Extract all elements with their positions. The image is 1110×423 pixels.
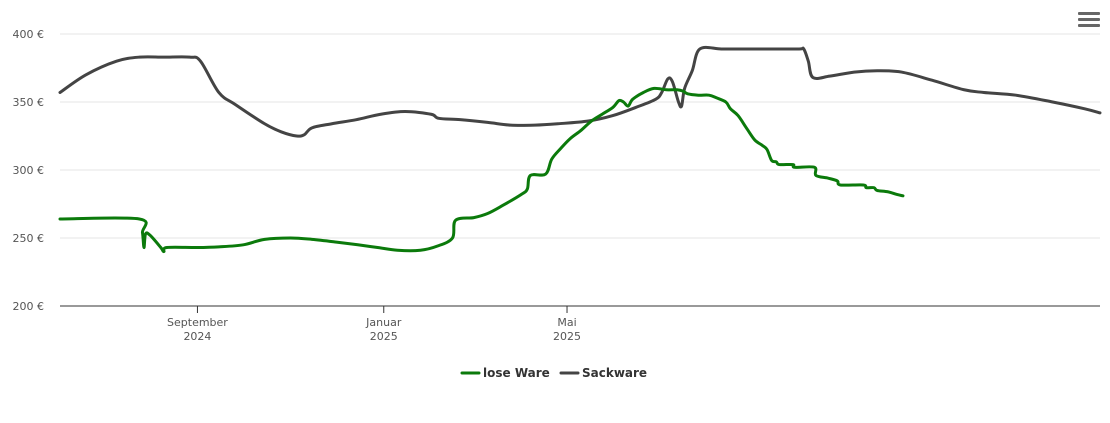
y-tick-label: 200 € bbox=[13, 300, 45, 313]
series-line-lose-ware[interactable] bbox=[58, 86, 905, 254]
y-tick-label: 400 € bbox=[13, 28, 45, 41]
x-tick-label-year: 2024 bbox=[183, 330, 211, 343]
y-gridlines bbox=[60, 33, 1100, 239]
hamburger-menu-icon[interactable] bbox=[1078, 12, 1100, 32]
y-axis-tick-labels: 200 € 250 € 300 € 350 € 400 € bbox=[13, 28, 45, 313]
legend-label-sackware: Sackware bbox=[582, 366, 647, 380]
x-tick-label-year: 2025 bbox=[553, 330, 581, 343]
legend-label-lose-ware: lose Ware bbox=[483, 366, 550, 380]
series-line-sackware[interactable] bbox=[58, 45, 1102, 138]
legend: lose Ware Sackware bbox=[460, 366, 647, 380]
x-tick-label-month: September bbox=[167, 316, 228, 329]
y-tick-label: 350 € bbox=[13, 96, 45, 109]
x-tick-label-month: Januar bbox=[365, 316, 402, 329]
y-tick-label: 300 € bbox=[13, 164, 45, 177]
x-tick-label-year: 2025 bbox=[370, 330, 398, 343]
legend-item-sackware[interactable]: Sackware bbox=[559, 366, 647, 380]
series-lines bbox=[58, 45, 1102, 254]
y-tick-label: 250 € bbox=[13, 232, 45, 245]
legend-item-lose-ware[interactable]: lose Ware bbox=[460, 366, 550, 380]
x-tick-label-month: Mai bbox=[557, 316, 576, 329]
